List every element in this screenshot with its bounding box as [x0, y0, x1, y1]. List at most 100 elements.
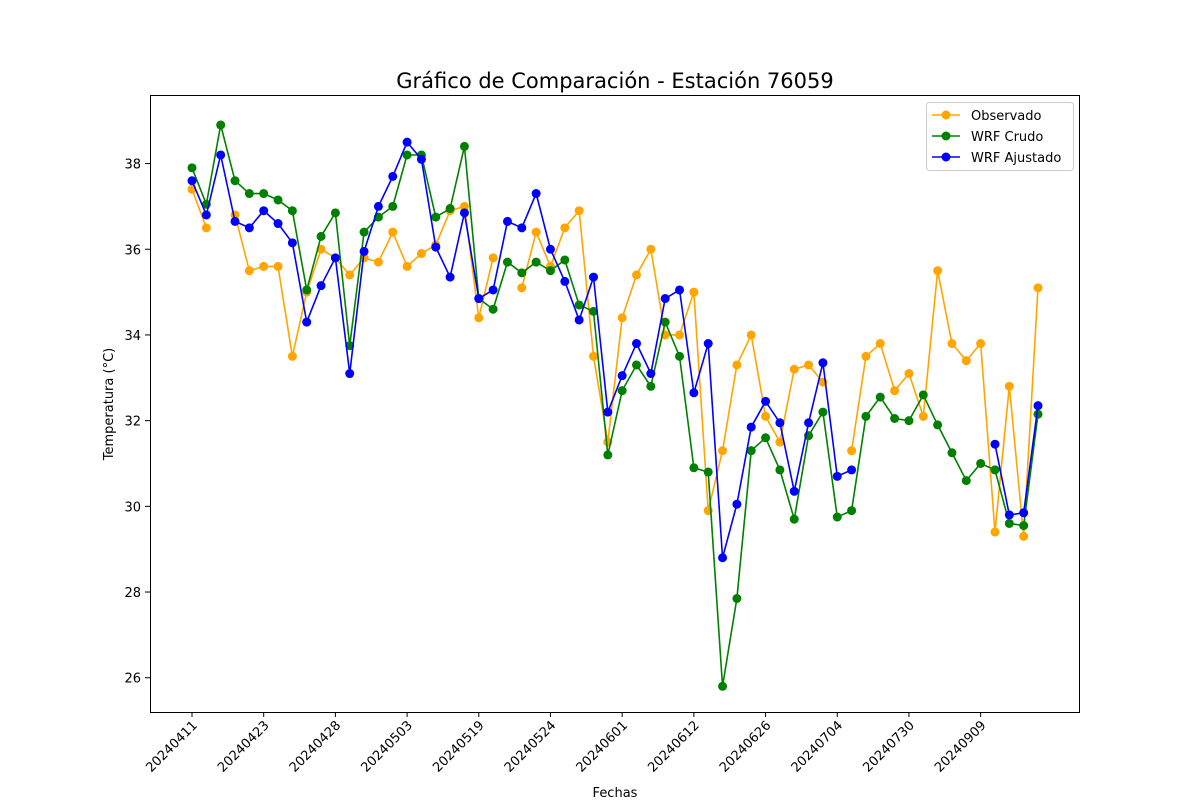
data-point — [474, 294, 484, 304]
data-point — [947, 339, 957, 349]
x-tick-label: 20240704 — [789, 718, 846, 775]
data-point — [961, 356, 971, 366]
data-point — [259, 189, 269, 199]
data-point — [560, 223, 570, 233]
data-point — [890, 413, 900, 423]
data-point — [402, 150, 412, 160]
data-point — [689, 463, 699, 473]
data-point — [459, 201, 469, 211]
x-tick-label: 20240730 — [860, 718, 917, 775]
data-point — [416, 249, 426, 259]
plot-area — [150, 95, 1080, 713]
data-point — [918, 390, 928, 400]
data-point — [445, 272, 455, 282]
legend-label: WRF Crudo — [971, 130, 1043, 145]
data-point — [588, 306, 598, 316]
data-point — [574, 300, 584, 310]
data-point — [531, 227, 541, 237]
data-point — [459, 141, 469, 151]
data-point — [373, 257, 383, 267]
x-tick-label: 20240909 — [932, 718, 989, 775]
data-point — [847, 506, 857, 516]
series-2 — [187, 137, 1043, 563]
data-point — [287, 206, 297, 216]
legend-item: WRF Crudo — [932, 130, 1043, 145]
data-point — [847, 446, 857, 456]
data-point — [230, 216, 240, 226]
x-tick-label: 20240626 — [717, 718, 774, 775]
data-point — [345, 270, 355, 280]
data-point — [675, 351, 685, 361]
data-point — [230, 176, 240, 186]
data-point — [746, 330, 756, 340]
data-point — [718, 553, 728, 563]
x-axis: 20240411 20240423 20240428 20240503 20240519… — [143, 712, 989, 776]
data-point — [789, 486, 799, 496]
data-point — [431, 212, 441, 222]
data-point — [588, 272, 598, 282]
data-point — [990, 439, 1000, 449]
data-point — [775, 418, 785, 428]
data-point — [316, 281, 326, 291]
data-point — [617, 371, 627, 381]
data-point — [746, 446, 756, 456]
data-point — [1019, 521, 1029, 531]
data-point — [832, 471, 842, 481]
series-0 — [187, 184, 1043, 541]
data-point — [445, 204, 455, 214]
data-point — [302, 317, 312, 327]
data-point — [244, 223, 254, 233]
legend-label: WRF Ajustado — [971, 151, 1061, 166]
data-point — [187, 163, 197, 173]
data-point — [216, 120, 226, 130]
data-point — [388, 171, 398, 181]
data-point — [273, 219, 283, 229]
data-point — [947, 448, 957, 458]
data-point — [502, 257, 512, 267]
data-point — [574, 315, 584, 325]
data-point — [617, 386, 627, 396]
data-point — [732, 593, 742, 603]
data-point — [388, 227, 398, 237]
y-tick-label: 34 — [124, 329, 141, 344]
data-point — [216, 150, 226, 160]
data-point — [330, 253, 340, 263]
data-point — [402, 261, 412, 271]
data-point — [531, 257, 541, 267]
legend-item: Observado — [932, 109, 1042, 124]
data-point — [804, 418, 814, 428]
data-point — [675, 285, 685, 295]
data-point — [646, 369, 656, 379]
data-point — [330, 208, 340, 218]
series-line — [191, 188, 1039, 537]
data-point — [531, 189, 541, 199]
data-point — [761, 411, 771, 421]
data-point — [1004, 381, 1014, 391]
data-point — [244, 266, 254, 276]
series-1 — [187, 120, 1043, 691]
data-point — [459, 208, 469, 218]
data-point — [273, 195, 283, 205]
data-point — [718, 446, 728, 456]
data-point — [689, 388, 699, 398]
series-line — [191, 124, 1039, 687]
data-point — [517, 283, 527, 293]
data-point — [1004, 518, 1014, 528]
data-point — [517, 223, 527, 233]
data-point — [660, 317, 670, 327]
data-point — [259, 206, 269, 216]
data-point — [617, 313, 627, 323]
data-point — [875, 392, 885, 402]
data-point — [603, 450, 613, 460]
data-point — [746, 422, 756, 432]
data-point — [904, 369, 914, 379]
data-point — [961, 476, 971, 486]
data-point — [918, 411, 928, 421]
data-point — [502, 216, 512, 226]
data-point — [588, 351, 598, 361]
x-tick-label: 20240612 — [645, 718, 702, 775]
data-point — [818, 407, 828, 417]
y-tick-label: 38 — [124, 158, 141, 173]
data-point — [488, 304, 498, 314]
